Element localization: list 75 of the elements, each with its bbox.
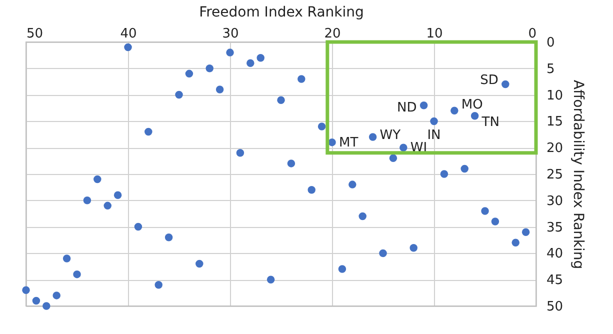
y-tick-label: 30: [546, 194, 564, 209]
y-tick-label: 40: [546, 246, 564, 262]
x-tick-label: 40: [120, 26, 137, 42]
annotation: MT: [339, 135, 358, 150]
point: [104, 202, 112, 210]
point: [430, 117, 438, 126]
point: [308, 186, 316, 194]
point: [124, 43, 132, 52]
x-tick-label: 10: [426, 26, 443, 42]
point: [277, 96, 285, 104]
annotation: ND: [397, 100, 417, 116]
point: [420, 101, 428, 110]
y-tick-label: 25: [546, 168, 564, 182]
point: [389, 154, 398, 162]
point: [246, 59, 254, 67]
y-axis-title: Affordability Index Ranking: [570, 80, 586, 270]
point: [379, 249, 387, 258]
point: [522, 228, 530, 236]
annotation: SD: [480, 73, 498, 88]
point: [491, 218, 500, 226]
point: [298, 75, 306, 83]
point: [338, 265, 346, 273]
point: [206, 64, 214, 72]
point: [440, 170, 448, 178]
point: [42, 302, 50, 310]
point: [287, 160, 296, 168]
point: [512, 238, 520, 247]
point: [94, 175, 102, 184]
point: [368, 133, 377, 141]
point: [185, 70, 194, 78]
point: [470, 112, 479, 120]
point: [164, 233, 173, 242]
point: [73, 270, 81, 278]
point: [62, 254, 71, 262]
point: [502, 80, 510, 88]
x-tick-label: 0: [528, 26, 536, 42]
point: [226, 48, 234, 56]
point: [32, 296, 40, 305]
y-tick-label: 45: [546, 273, 564, 288]
point: [134, 222, 142, 231]
point: [22, 286, 30, 294]
y-tick-label: 15: [546, 114, 564, 130]
annotation: WY: [380, 128, 401, 144]
point: [144, 128, 152, 136]
x-tick-label: 20: [324, 26, 341, 42]
annotation: TN: [480, 114, 500, 130]
point: [175, 90, 183, 99]
point: [358, 212, 366, 220]
point: [266, 276, 275, 284]
point: [318, 122, 326, 130]
annotation: MO: [461, 98, 483, 113]
annotation: IN: [427, 128, 441, 144]
point: [256, 54, 264, 62]
y-tick-label: 10: [546, 88, 564, 104]
point: [348, 180, 356, 188]
y-tick-label: 20: [546, 141, 564, 156]
point: [114, 191, 122, 199]
point: [216, 86, 224, 94]
y-tick-label: 35: [546, 220, 564, 236]
x-tick-label: 50: [26, 26, 44, 42]
y-tick-label: 50: [546, 300, 564, 314]
point: [154, 281, 162, 289]
point: [236, 149, 244, 157]
point: [460, 164, 468, 173]
y-tick-label: 5: [546, 62, 555, 77]
point: [196, 260, 204, 268]
x-axis-title: Freedom Index Ranking: [199, 4, 364, 20]
point: [481, 207, 489, 215]
point: [410, 244, 418, 252]
x-tick-label: 30: [222, 26, 239, 42]
point: [328, 138, 336, 146]
point: [400, 144, 408, 152]
point: [52, 292, 60, 300]
point: [450, 106, 458, 115]
point: [83, 196, 92, 204]
